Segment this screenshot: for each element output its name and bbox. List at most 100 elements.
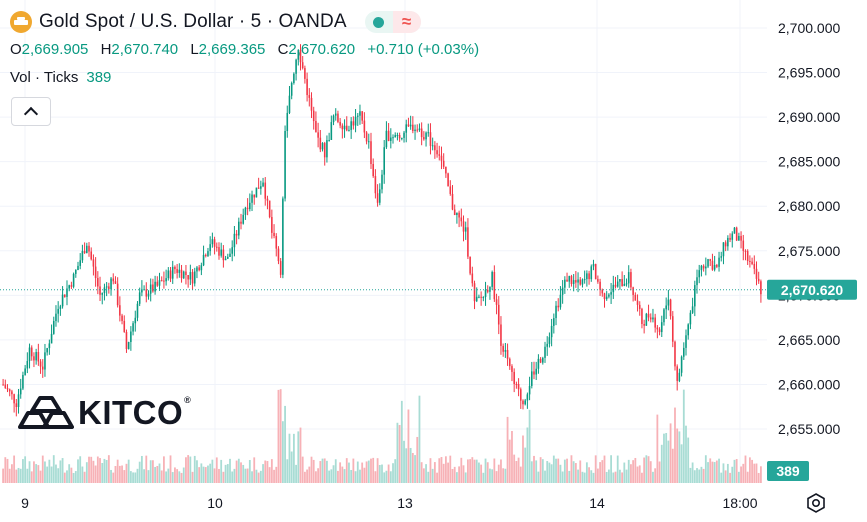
candle-body [632,287,634,295]
candle-body [478,296,480,298]
price-axis[interactable]: 2,700.000 2,695.000 2,690.000 2,685.000 2,68… [778,20,840,437]
candle-body [123,320,126,333]
candle-body [671,316,674,342]
candle-body [90,251,93,260]
volume-bar [504,468,507,483]
candle-body [486,289,489,292]
volume-bar [405,448,408,483]
volume-bar [248,459,251,483]
candle-body [658,329,661,333]
volume-tag: 389 [767,461,809,481]
collapse-legend-button[interactable] [11,97,51,126]
volume-bar [449,455,452,483]
volume-bar [497,464,500,483]
open-label: O [10,41,22,58]
chart-settings-icon[interactable] [805,492,827,514]
volume-bar [288,433,291,483]
volume-bar [61,458,64,483]
candle-body [575,280,577,283]
candle-body [317,132,319,138]
candle-body [539,358,542,363]
candle-body [290,82,293,96]
candle-body [597,279,599,282]
candle-body [152,284,154,292]
volume-bar [17,467,20,483]
volume-tag-label: 389 [776,463,800,479]
volume-bar [354,471,357,483]
volume-bar [310,456,313,483]
volume-bar [198,467,201,483]
volume-bar [464,472,467,483]
volume-bar [317,468,320,483]
high-value: 2,670.740 [111,41,179,58]
candle-body [130,331,132,343]
volume-bar [475,459,478,483]
volume-bar [284,405,286,483]
candle-body [330,122,333,140]
volume-bar [411,452,414,483]
y-tick-label: 2,665.000 [778,332,840,348]
market-open-indicator[interactable] [365,11,393,33]
candle-body [260,186,262,189]
candle-body [220,249,222,256]
volume-bar [638,465,641,483]
volume-bar [270,459,273,483]
volume-bar [757,472,760,483]
approx-icon[interactable]: ≈ [392,11,421,33]
volume-bar [50,466,53,483]
volume-bar [627,459,630,483]
candle-body [72,273,75,287]
volume-bar [524,447,527,483]
candle-body [451,193,454,210]
y-tick-label: 2,685.000 [778,154,840,170]
candle-body [390,137,392,141]
candle-body [416,129,419,131]
symbol-title[interactable]: Gold Spot / U.S. Dollar · 5 · OANDA [39,11,347,32]
candle-body [652,317,654,320]
candle-body [86,245,88,254]
volume-legend[interactable]: Vol · Ticks 389 [10,69,111,86]
candle-body [608,294,610,297]
candle-body [713,264,716,270]
volume-bar [30,471,33,483]
volume-bar [363,467,366,483]
volume-bar [66,470,68,483]
candle-body [716,264,718,267]
candle-body [667,299,670,306]
candle-body [742,240,745,251]
x-tick-label: 14 [589,495,605,511]
volume-bar [200,463,203,483]
candle-body [44,352,46,370]
candle-body [599,281,601,290]
volume-bar [579,460,582,483]
candle-body [235,233,238,236]
volume-bar [493,458,496,483]
volume-bar [107,455,110,483]
volume-bar [407,409,410,483]
candle-body [176,269,178,273]
volume-bar [389,471,392,483]
candle-body [442,160,445,167]
volume-bar [59,460,62,483]
candle-body [213,239,216,247]
volume-bar [702,468,705,483]
candle-body [643,323,645,326]
candle-body [680,356,683,373]
volume-bar [636,466,639,483]
candle-body [407,124,410,127]
candle-body [354,116,357,126]
candle-body [306,78,308,96]
volume-bar [614,471,617,483]
volume-bar [147,470,150,483]
logo-text: KITCO® [78,393,192,431]
candle-body [149,284,152,294]
candle-body [641,308,643,324]
candle-body [279,261,282,275]
candle-body [167,270,170,279]
time-axis[interactable]: 9 10 13 14 18:00 [21,495,758,511]
candle-body [26,360,29,369]
candle-body [396,135,399,137]
volume-bar [94,465,97,483]
candle-body [694,285,696,307]
